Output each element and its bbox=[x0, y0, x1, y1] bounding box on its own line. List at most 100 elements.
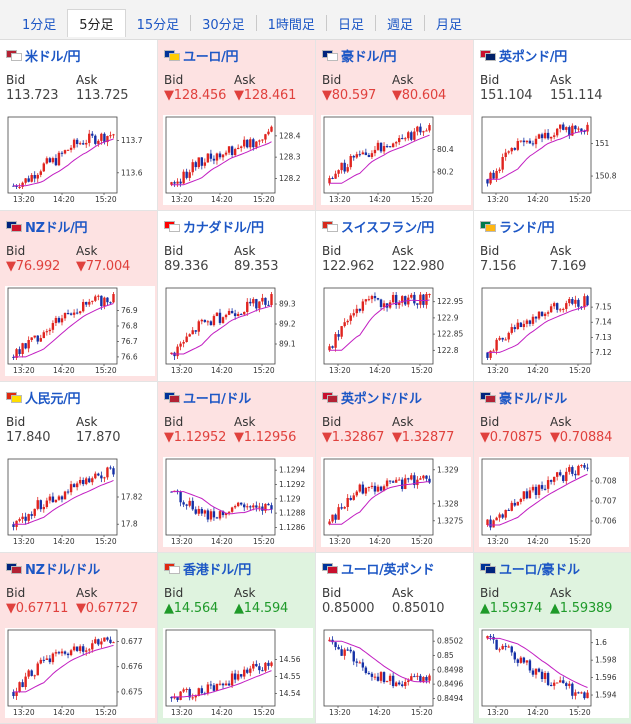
price-chart[interactable]: 1.329 1.328 1.3275 13:20 14:20 15:20 bbox=[321, 457, 471, 547]
rate-card[interactable]: 米ドル/円 Bid Ask 113.723 113.725 113.7 113.6… bbox=[0, 40, 158, 211]
rate-card[interactable]: 英ポンド/ドル Bid Ask ▼1.32867 ▼1.32877 1.329 1… bbox=[316, 382, 474, 553]
rate-card-title[interactable]: ユーロ/豪ドル bbox=[480, 559, 580, 578]
currency-pair-link[interactable]: 豪ドル/ドル bbox=[499, 391, 567, 407]
price-chart[interactable]: 76.9 76.8 76.7 76.6 13:20 14:20 15:20 bbox=[5, 286, 155, 376]
rate-card[interactable]: スイスフラン/円 Bid Ask 122.962 122.980 122.95 1… bbox=[316, 211, 474, 382]
price-chart[interactable]: 80.4 80.2 13:20 14:20 15:20 bbox=[321, 115, 471, 205]
currency-pair-link[interactable]: 英ポンド/ドル bbox=[341, 391, 422, 407]
candle-body bbox=[546, 312, 550, 314]
y-tick-label: 113.6 bbox=[121, 168, 143, 177]
price-chart[interactable]: 128.4 128.3 128.2 13:20 14:20 15:20 bbox=[163, 115, 313, 205]
rate-card-title[interactable]: 米ドル/円 bbox=[6, 46, 81, 65]
rate-card[interactable]: 香港ドル/円 Bid Ask ▲14.564 ▲14.594 14.56 14.5… bbox=[158, 553, 316, 724]
rate-card-title[interactable]: 英ポンド/ドル bbox=[322, 388, 422, 407]
price-chart[interactable]: 1.1294 1.1292 1.129 1.1288 1.1286 13:20 14:20 1… bbox=[163, 457, 313, 547]
candle-body bbox=[69, 484, 73, 493]
rate-card-title[interactable]: 人民元/円 bbox=[6, 388, 81, 407]
candle-body bbox=[176, 697, 179, 700]
rate-card-title[interactable]: スイスフラン/円 bbox=[322, 217, 434, 236]
candle-body bbox=[552, 135, 556, 137]
rate-card[interactable]: 人民元/円 Bid Ask 17.840 17.870 17.82 17.8 13:… bbox=[0, 382, 158, 553]
candle-body bbox=[51, 653, 55, 663]
candle-body bbox=[203, 319, 207, 322]
moving-average-line bbox=[487, 637, 588, 688]
currency-pair-link[interactable]: 豪ドル/円 bbox=[341, 49, 397, 65]
rate-card-title[interactable]: 豪ドル/円 bbox=[322, 46, 397, 65]
currency-pair-link[interactable]: NZドル/円 bbox=[25, 220, 88, 236]
candle-body bbox=[24, 676, 27, 688]
currency-pair-link[interactable]: 英ポンド/円 bbox=[499, 49, 567, 65]
currency-pair-link[interactable]: 香港ドル/円 bbox=[183, 562, 251, 578]
currency-pair-link[interactable]: ユーロ/円 bbox=[183, 49, 239, 65]
candle-body bbox=[36, 500, 39, 509]
tab-timeframe[interactable]: 15分足 bbox=[136, 17, 180, 33]
candle-body bbox=[334, 514, 337, 520]
currency-pair-link[interactable]: ユーロ/豪ドル bbox=[499, 562, 580, 578]
price-chart[interactable]: 0.708 0.707 0.706 13:20 14:20 15:20 bbox=[479, 457, 629, 547]
currency-pair-link[interactable]: ユーロ/英ポンド bbox=[341, 562, 435, 578]
y-tick-label: 17.82 bbox=[121, 493, 143, 502]
rate-card[interactable]: 英ポンド/円 Bid Ask 151.104 151.114 151 150.8 1… bbox=[474, 40, 631, 211]
price-chart[interactable]: 14.56 14.55 14.54 13:20 14:20 15:20 bbox=[163, 628, 313, 718]
rate-card-title[interactable]: ユーロ/円 bbox=[164, 46, 239, 65]
rate-card[interactable]: 豪ドル/ドル Bid Ask ▼0.70875 ▼0.70884 0.708 0.… bbox=[474, 382, 631, 553]
candle-body bbox=[200, 508, 204, 514]
currency-pair-link[interactable]: ランド/円 bbox=[499, 220, 555, 236]
rate-card-title[interactable]: カナダドル/円 bbox=[164, 217, 264, 236]
tab-timeframe[interactable]: 1分足 bbox=[22, 17, 57, 33]
rate-card[interactable]: ユーロ/英ポンド Bid Ask 0.85000 0.85010 0.8502 0… bbox=[316, 553, 474, 724]
candle-body bbox=[179, 491, 182, 503]
currency-pair-link[interactable]: カナダドル/円 bbox=[183, 220, 264, 236]
currency-pair-link[interactable]: NZドル/ドル bbox=[25, 562, 100, 578]
currency-pair-link[interactable]: 人民元/円 bbox=[25, 391, 81, 407]
currency-pair-link[interactable]: ユーロ/ドル bbox=[183, 391, 251, 407]
price-chart[interactable]: 0.8502 0.85 0.8498 0.8496 0.8494 13:20 14:20 15… bbox=[321, 628, 471, 718]
bid-label: Bid bbox=[480, 586, 500, 600]
candle-body bbox=[191, 500, 194, 510]
candle-body bbox=[258, 506, 261, 508]
rate-card-title[interactable]: ランド/円 bbox=[480, 217, 555, 236]
tab-timeframe[interactable]: 月足 bbox=[435, 17, 462, 33]
rate-card[interactable]: 豪ドル/円 Bid Ask ▼80.597 ▼80.604 80.4 80.2 13… bbox=[316, 40, 474, 211]
x-tick-label: 13:20 bbox=[13, 708, 35, 717]
candlestick-chart: 0.8502 0.85 0.8498 0.8496 0.8494 13:20 14:20 15… bbox=[323, 629, 463, 717]
rate-card[interactable]: ユーロ/豪ドル Bid Ask ▲1.59374 ▲1.59389 1.6 1.5… bbox=[474, 553, 631, 724]
price-chart[interactable]: 89.3 89.2 89.1 13:20 14:20 15:20 bbox=[163, 286, 313, 376]
rate-card[interactable]: ユーロ/円 Bid Ask ▼128.456 ▼128.461 128.4 128… bbox=[158, 40, 316, 211]
price-chart[interactable]: 1.6 1.598 1.596 1.594 13:20 14:20 15:20 bbox=[479, 628, 629, 718]
tab-timeframe[interactable]: 1時間足 bbox=[267, 17, 315, 33]
price-chart[interactable]: 122.95 122.9 122.85 122.8 13:20 14:20 15:20 bbox=[321, 286, 471, 376]
tab-timeframe[interactable]: 日足 bbox=[337, 17, 364, 33]
price-chart[interactable]: 113.7 113.6 13:20 14:20 15:20 bbox=[5, 115, 155, 205]
currency-pair-link[interactable]: スイスフラン/円 bbox=[341, 220, 434, 236]
x-tick-label: 13:20 bbox=[171, 195, 193, 204]
tab-timeframe[interactable]: 5分足 bbox=[67, 9, 126, 37]
rate-card[interactable]: カナダドル/円 Bid Ask 89.336 89.353 89.3 89.2 89… bbox=[158, 211, 316, 382]
price-chart[interactable]: 17.82 17.8 13:20 14:20 15:20 bbox=[5, 457, 155, 547]
tab-timeframe[interactable]: 週足 bbox=[386, 17, 413, 33]
rate-card-title[interactable]: ユーロ/ドル bbox=[164, 388, 251, 407]
bid-label: Bid bbox=[6, 415, 26, 429]
moving-average-line bbox=[171, 141, 272, 186]
ask-label: Ask bbox=[550, 73, 572, 87]
x-tick-label: 14:20 bbox=[211, 537, 233, 546]
candle-body bbox=[525, 140, 529, 143]
candle-body bbox=[382, 146, 386, 152]
rate-card-title[interactable]: 豪ドル/ドル bbox=[480, 388, 567, 407]
rate-card-title[interactable]: NZドル/ドル bbox=[6, 559, 100, 578]
candle-body bbox=[173, 697, 176, 699]
candle-body bbox=[21, 516, 24, 520]
rate-card-title[interactable]: ユーロ/英ポンド bbox=[322, 559, 435, 578]
rate-card[interactable]: NZドル/ドル Bid Ask ▼0.67711 ▼0.67727 0.677 0… bbox=[0, 553, 158, 724]
rate-card-title[interactable]: NZドル/円 bbox=[6, 217, 88, 236]
rate-card[interactable]: ユーロ/ドル Bid Ask ▼1.12952 ▼1.12956 1.1294 1… bbox=[158, 382, 316, 553]
rate-card-title[interactable]: 香港ドル/円 bbox=[164, 559, 251, 578]
currency-pair-link[interactable]: 米ドル/円 bbox=[25, 49, 81, 65]
price-chart[interactable]: 0.677 0.676 0.675 13:20 14:20 15:20 bbox=[5, 628, 155, 718]
tab-timeframe[interactable]: 30分足 bbox=[202, 17, 245, 33]
price-chart[interactable]: 151 150.8 13:20 14:20 15:20 bbox=[479, 115, 629, 205]
rate-card-title[interactable]: 英ポンド/円 bbox=[480, 46, 567, 65]
price-chart[interactable]: 7.15 7.14 7.13 7.12 13:20 14:20 15:20 bbox=[479, 286, 629, 376]
rate-card[interactable]: ランド/円 Bid Ask 7.156 7.169 7.15 7.14 7.13 7.… bbox=[474, 211, 631, 382]
rate-card[interactable]: NZドル/円 Bid Ask ▼76.992 ▼77.004 76.9 76.8 7… bbox=[0, 211, 158, 382]
